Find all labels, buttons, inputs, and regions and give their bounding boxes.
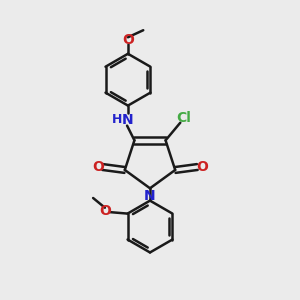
Text: O: O (196, 160, 208, 174)
Text: Cl: Cl (176, 111, 191, 125)
Text: O: O (99, 204, 111, 218)
Text: O: O (122, 33, 134, 47)
Text: O: O (92, 160, 104, 174)
Text: H: H (112, 113, 122, 126)
Text: N: N (144, 189, 156, 202)
Text: N: N (122, 113, 134, 127)
